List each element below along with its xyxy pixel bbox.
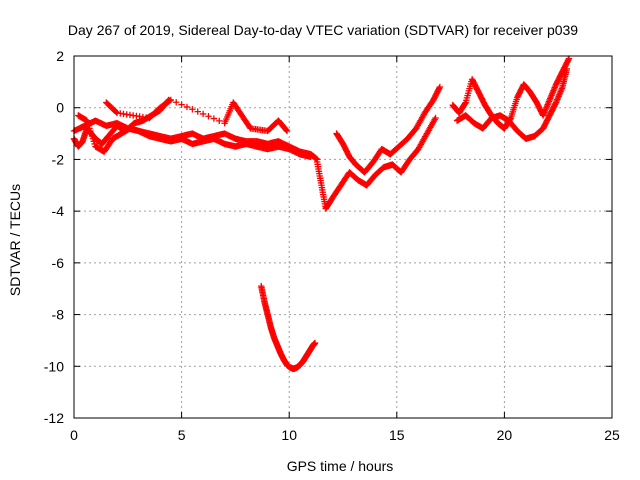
data-point	[563, 65, 571, 73]
data-point	[199, 110, 207, 118]
y-tick-label: -8	[52, 307, 65, 323]
y-tick-label: 0	[56, 100, 64, 116]
data-point	[216, 117, 223, 125]
x-axis-label: GPS time / hours	[287, 458, 394, 474]
series-track-main-c	[75, 112, 314, 161]
y-tick-label: -10	[44, 358, 64, 374]
data-point	[167, 96, 175, 104]
data-point	[283, 127, 291, 135]
data-point	[311, 339, 319, 347]
y-tick-label: 2	[56, 48, 64, 64]
x-tick-label: 10	[281, 427, 297, 443]
data-point	[166, 97, 173, 104]
series-track-late-b	[453, 65, 571, 142]
series-track-mid-b	[333, 83, 444, 176]
y-tick-label: -4	[52, 203, 65, 219]
data-point	[307, 153, 314, 161]
x-tick-label: 0	[70, 427, 78, 443]
data-point	[210, 115, 218, 122]
data-point	[178, 101, 185, 108]
data-point	[432, 114, 439, 122]
series-track-spikes	[103, 96, 291, 135]
data-point	[436, 83, 444, 91]
x-tick-label: 15	[389, 427, 405, 443]
y-axis-label: SDTVAR / TECUs	[7, 184, 23, 296]
data-point	[189, 106, 196, 113]
data-point	[183, 103, 191, 111]
x-tick-label: 25	[604, 427, 620, 443]
data-point	[112, 108, 120, 116]
series-track-v	[258, 282, 319, 373]
x-tick-label: 5	[178, 427, 186, 443]
y-tick-label: -2	[52, 151, 65, 167]
data-point	[194, 108, 201, 115]
chart-title: Day 267 of 2019, Sidereal Day-to-day VTE…	[68, 22, 578, 38]
x-tick-label: 20	[497, 427, 513, 443]
y-tick-label: -12	[44, 410, 64, 426]
data-layer	[70, 55, 573, 373]
data-point	[205, 113, 212, 120]
tick-layer: 0 5 10 15 20 25 -12 -10 -8 -6 -4 -2 0 2	[44, 48, 620, 443]
data-point	[282, 126, 290, 134]
series-track-mid	[313, 114, 439, 212]
plot-frame	[73, 55, 613, 419]
data-point	[173, 99, 180, 106]
y-tick-label: -6	[52, 255, 65, 271]
